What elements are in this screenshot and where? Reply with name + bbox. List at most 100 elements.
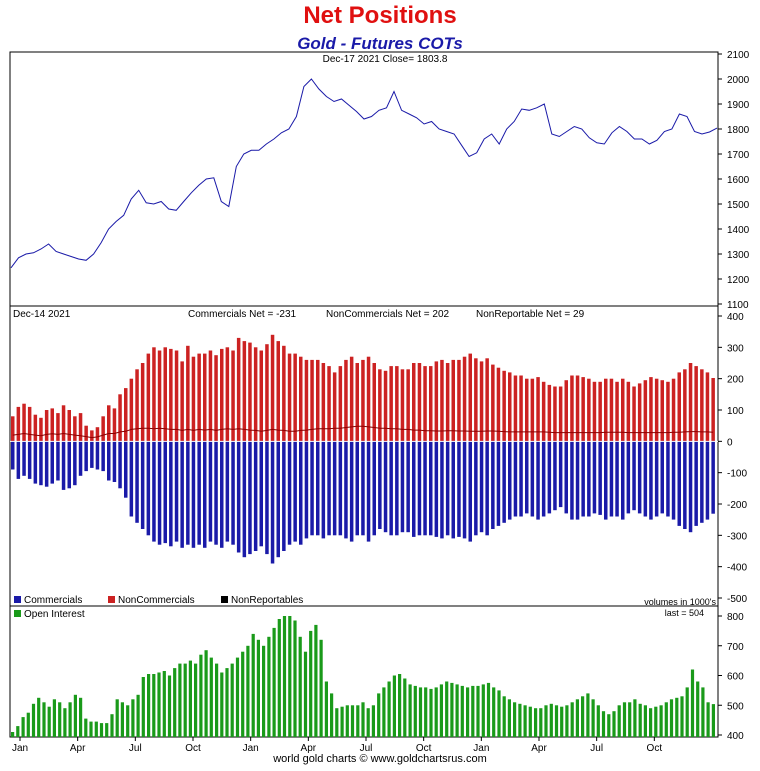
commercials-bar xyxy=(587,441,591,517)
commercials-bar xyxy=(124,441,128,498)
open-interest-bar xyxy=(429,688,433,737)
open-interest-bar xyxy=(476,685,480,737)
nonreportable-net-annotation: NonReportable Net = 29 xyxy=(476,309,585,320)
noncommercials-bar xyxy=(474,358,478,442)
price-y-tick-label: 1900 xyxy=(727,100,750,111)
noncommercials-bar xyxy=(248,342,252,442)
open-interest-bar xyxy=(251,633,255,737)
price-y-tick-label: 1700 xyxy=(727,150,750,161)
open-interest-bar xyxy=(460,685,464,737)
x-tick-label: Oct xyxy=(416,743,432,754)
open-interest-bar xyxy=(565,705,569,738)
price-y-tick-label: 1500 xyxy=(727,200,750,211)
noncommercials-bar xyxy=(666,381,670,442)
open-interest-last-note: last = 504 xyxy=(665,608,704,618)
open-interest-bar xyxy=(298,636,302,737)
noncommercials-bar xyxy=(287,353,292,442)
open-interest-bar xyxy=(230,663,234,737)
open-interest-bar xyxy=(424,687,428,737)
noncommercials-bar xyxy=(395,366,399,442)
open-interest-bar xyxy=(105,723,109,737)
open-interest-bar xyxy=(523,705,527,738)
commercials-bar xyxy=(349,441,354,542)
commercials-bar xyxy=(56,441,60,481)
open-interest-bar xyxy=(685,687,689,737)
open-interest-bar xyxy=(398,674,402,737)
noncommercials-bar xyxy=(553,386,557,442)
noncommercials-bar xyxy=(491,364,495,442)
open-interest-bar xyxy=(272,627,276,737)
open-interest-bar xyxy=(330,693,334,737)
open-interest-bar xyxy=(382,687,386,737)
open-interest-bar xyxy=(549,703,553,737)
commercials-bar xyxy=(146,441,151,536)
open-interest-bar xyxy=(659,705,663,738)
noncommercials-bar xyxy=(293,353,297,442)
commercials-bar xyxy=(451,441,455,539)
commercials-bar xyxy=(711,441,715,514)
noncommercials-bar xyxy=(186,345,190,442)
open-interest-bar xyxy=(11,732,15,737)
open-interest-bar xyxy=(418,687,423,737)
commercials-bar xyxy=(338,441,343,536)
commercials-bar xyxy=(378,441,382,529)
commercials-bar xyxy=(44,441,49,487)
commercials-bar xyxy=(525,441,529,514)
open-interest-bar xyxy=(319,639,323,737)
noncommercials-bar xyxy=(587,378,591,442)
noncommercials-bar xyxy=(73,416,77,442)
open-interest-bar xyxy=(267,636,271,737)
volumes-note: volumes in 1000's xyxy=(644,597,716,607)
commercials-bar xyxy=(705,441,710,520)
commercials-bar xyxy=(468,441,472,542)
open-interest-bar xyxy=(314,624,318,737)
open-interest-bar xyxy=(649,708,653,737)
commercials-bar xyxy=(485,441,489,536)
noncommercials-bar xyxy=(16,406,21,442)
noncommercials-bar xyxy=(90,430,94,442)
commercials-bar xyxy=(344,441,348,539)
commercials-bar xyxy=(547,441,552,514)
commercials-bar xyxy=(440,441,444,539)
noncommercials-bar xyxy=(174,350,179,442)
open-interest-bar xyxy=(157,672,161,737)
noncommercials-bar xyxy=(67,410,71,442)
open-interest-bar xyxy=(617,705,621,738)
commercials-bar xyxy=(259,441,263,547)
commercials-bar xyxy=(654,441,659,517)
open-interest-bar xyxy=(178,663,182,737)
commercials-bar xyxy=(84,441,88,472)
commercials-bar xyxy=(423,441,427,536)
open-interest-bar xyxy=(84,718,88,737)
open-interest-bar xyxy=(335,708,339,737)
noncommercials-bar xyxy=(694,366,698,442)
commercials-bar xyxy=(61,441,66,490)
open-interest-bar xyxy=(52,699,56,737)
noncommercials-bar xyxy=(344,359,348,442)
commercials-bar xyxy=(389,441,393,536)
open-interest-bar xyxy=(471,685,475,737)
open-interest-bar xyxy=(664,702,668,737)
open-interest-bar xyxy=(256,639,260,737)
net-y-tick-label: 400 xyxy=(727,312,744,323)
legend-label-nonreportables: NonReportables xyxy=(231,595,303,606)
commercials-bar xyxy=(581,441,585,517)
nonreportables-line xyxy=(12,425,714,439)
noncommercials-bar xyxy=(27,406,32,442)
open-interest-bar xyxy=(607,714,611,737)
commercials-bar xyxy=(316,441,320,536)
noncommercials-bar xyxy=(129,378,134,442)
open-interest-bar xyxy=(162,671,166,737)
oi-y-tick-label: 800 xyxy=(727,612,744,623)
noncommercials-bar xyxy=(423,366,427,442)
x-tick-label: Jan xyxy=(243,743,259,754)
open-interest-bar xyxy=(225,668,229,737)
open-interest-bar xyxy=(136,694,140,737)
commercials-bar xyxy=(231,441,235,545)
commercials-bar xyxy=(683,441,687,529)
commercials-bar xyxy=(660,441,664,514)
price-y-tick-label: 1400 xyxy=(727,225,750,236)
open-interest-bar xyxy=(601,711,606,737)
price-y-tick-label: 2000 xyxy=(727,75,750,86)
